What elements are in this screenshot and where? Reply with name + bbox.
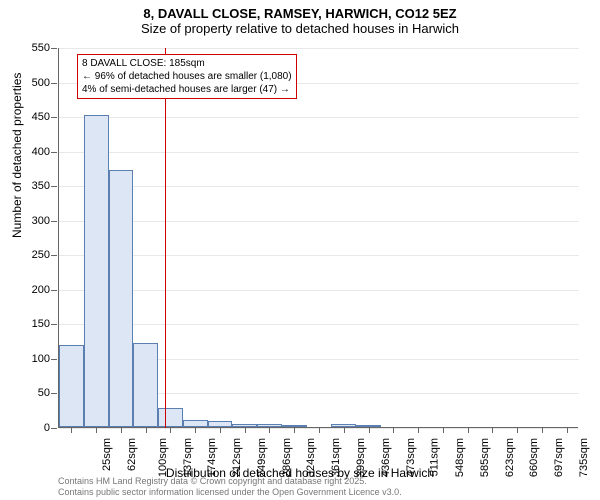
gridline bbox=[59, 152, 579, 153]
y-tick-label: 100 bbox=[32, 353, 50, 365]
chart-subtitle: Size of property relative to detached ho… bbox=[0, 21, 600, 36]
y-tick-label: 400 bbox=[32, 146, 50, 158]
y-tick bbox=[51, 186, 57, 187]
x-tick bbox=[542, 427, 543, 433]
plot-area: 05010015020025030035040045050055025sqm62… bbox=[58, 48, 578, 428]
gridline bbox=[59, 48, 579, 49]
footer-attribution: Contains HM Land Registry data © Crown c… bbox=[58, 476, 402, 498]
x-tick bbox=[319, 427, 320, 433]
gridline bbox=[59, 324, 579, 325]
annotation-line: 4% of semi-detached houses are larger (4… bbox=[82, 83, 292, 96]
y-tick-label: 550 bbox=[32, 42, 50, 54]
y-tick bbox=[51, 359, 57, 360]
x-tick bbox=[269, 427, 270, 433]
x-tick bbox=[369, 427, 370, 433]
y-tick bbox=[51, 221, 57, 222]
annotation-box: 8 DAVALL CLOSE: 185sqm← 96% of detached … bbox=[77, 54, 297, 99]
chart-title-area: 8, DAVALL CLOSE, RAMSEY, HARWICH, CO12 5… bbox=[0, 0, 600, 36]
y-tick bbox=[51, 428, 57, 429]
x-tick bbox=[443, 427, 444, 433]
y-tick bbox=[51, 83, 57, 84]
y-tick bbox=[51, 48, 57, 49]
y-tick bbox=[51, 393, 57, 394]
histogram-bar bbox=[59, 345, 84, 427]
y-tick-label: 200 bbox=[32, 284, 50, 296]
annotation-line: 8 DAVALL CLOSE: 185sqm bbox=[82, 57, 292, 70]
y-tick-label: 350 bbox=[32, 180, 50, 192]
y-tick-label: 0 bbox=[44, 422, 50, 434]
histogram-bar bbox=[158, 408, 183, 427]
x-tick bbox=[220, 427, 221, 433]
x-tick bbox=[567, 427, 568, 433]
y-axis-label: Number of detached properties bbox=[10, 73, 24, 238]
y-tick bbox=[51, 290, 57, 291]
gridline bbox=[59, 221, 579, 222]
x-tick bbox=[418, 427, 419, 433]
gridline bbox=[59, 117, 579, 118]
y-tick-label: 500 bbox=[32, 77, 50, 89]
x-tick bbox=[468, 427, 469, 433]
y-tick bbox=[51, 152, 57, 153]
gridline bbox=[59, 255, 579, 256]
x-tick bbox=[195, 427, 196, 433]
x-tick bbox=[517, 427, 518, 433]
histogram-bar bbox=[109, 170, 134, 427]
gridline bbox=[59, 186, 579, 187]
y-tick bbox=[51, 117, 57, 118]
x-tick bbox=[294, 427, 295, 433]
y-tick-label: 450 bbox=[32, 111, 50, 123]
x-tick bbox=[245, 427, 246, 433]
footer-line2: Contains public sector information licen… bbox=[58, 487, 402, 498]
x-tick bbox=[121, 427, 122, 433]
chart-container: 05010015020025030035040045050055025sqm62… bbox=[58, 48, 578, 428]
chart-title: 8, DAVALL CLOSE, RAMSEY, HARWICH, CO12 5… bbox=[0, 6, 600, 21]
annotation-line: ← 96% of detached houses are smaller (1,… bbox=[82, 70, 292, 83]
y-tick-label: 300 bbox=[32, 215, 50, 227]
y-tick-label: 150 bbox=[32, 318, 50, 330]
gridline bbox=[59, 290, 579, 291]
x-tick bbox=[71, 427, 72, 433]
y-tick bbox=[51, 324, 57, 325]
x-tick bbox=[393, 427, 394, 433]
y-tick bbox=[51, 255, 57, 256]
histogram-bar bbox=[183, 420, 208, 427]
reference-line bbox=[165, 48, 166, 428]
histogram-bar bbox=[133, 343, 158, 427]
y-tick-label: 250 bbox=[32, 249, 50, 261]
x-tick bbox=[146, 427, 147, 433]
x-tick bbox=[344, 427, 345, 433]
x-tick bbox=[170, 427, 171, 433]
footer-line1: Contains HM Land Registry data © Crown c… bbox=[58, 476, 402, 487]
y-tick-label: 50 bbox=[38, 387, 50, 399]
x-tick bbox=[96, 427, 97, 433]
x-tick bbox=[492, 427, 493, 433]
histogram-bar bbox=[84, 115, 109, 427]
